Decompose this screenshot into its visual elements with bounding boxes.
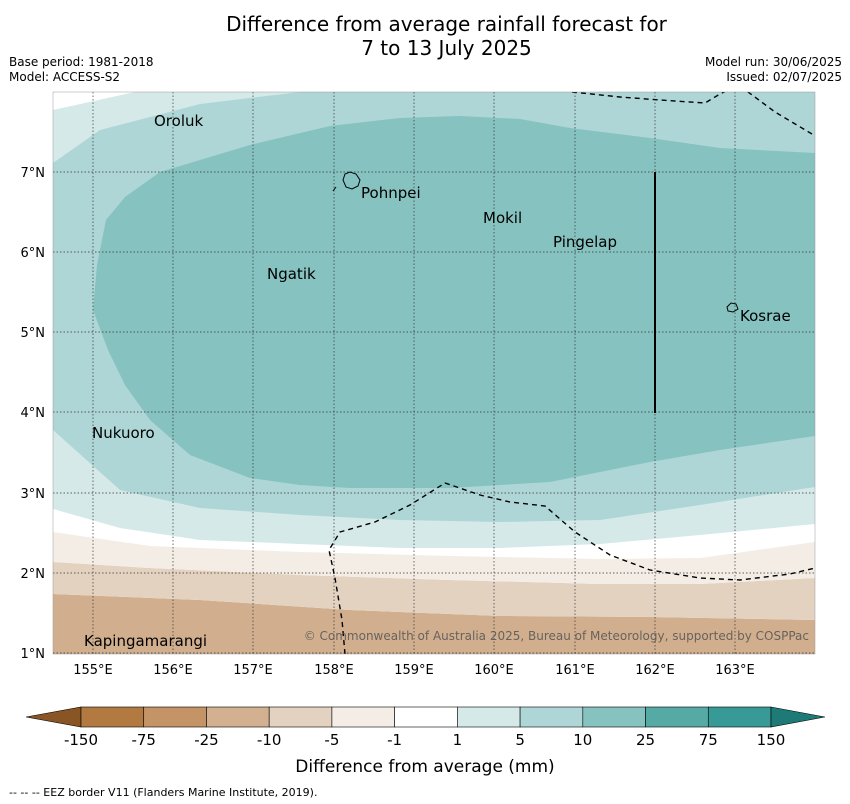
lon-label: 160°E [474, 663, 514, 678]
map-title: Difference from average rainfall forecas… [0, 12, 850, 60]
place-oroluk[interactable]: Oroluk [154, 112, 203, 130]
eez-legend-footer: -- -- -- EEZ border V11 (Flanders Marine… [9, 786, 318, 799]
model-name: Model: ACCESS-S2 [9, 70, 121, 84]
longitude-labels: 155°E 156°E 157°E 158°E 159°E 160°E 161°… [73, 663, 755, 678]
colorbar-tick-label: -25 [194, 731, 219, 749]
colorbar-title: Difference from average (mm) [295, 757, 554, 777]
issued-date: Issued: 02/07/2025 [726, 70, 842, 84]
island-pohnpei-outline[interactable] [342, 171, 361, 190]
colorbar-cells [80, 706, 772, 728]
colorbar-tick-label: -10 [257, 731, 282, 749]
band-dry-medium [53, 594, 815, 654]
lat-label: 1°N [21, 647, 46, 662]
lon-label: 157°E [233, 663, 273, 678]
colorbar-cell [143, 706, 207, 728]
lon-label: 156°E [153, 663, 193, 678]
colorbar-tick-label: -1 [387, 731, 402, 749]
map-plot-area[interactable]: Oroluk Pohnpei Mokil Pingelap Ngatik Kos… [53, 89, 815, 654]
colorbar-cell [707, 706, 772, 728]
lat-label: 2°N [21, 567, 46, 582]
meta-left: Base period: 1981-2018 Model: ACCESS-S2 [9, 55, 154, 85]
colorbar-tick-label: 25 [636, 731, 655, 749]
meta-right: Model run: 30/06/2025 Issued: 02/07/2025 [705, 55, 842, 85]
lon-label: 161°E [555, 663, 595, 678]
island-kosrae-outline[interactable] [726, 302, 739, 313]
eez-border-north [571, 92, 813, 135]
band-dry-faint [53, 532, 815, 584]
place-pingelap[interactable]: Pingelap [553, 233, 617, 251]
place-kosrae[interactable]: Kosrae [740, 307, 791, 325]
colorbar-cell [80, 706, 145, 728]
colorbar-tick-label: -5 [324, 731, 339, 749]
latitude-labels: 7°N 6°N 5°N 4°N 3°N 2°N 1°N [21, 166, 46, 662]
colorbar-arrow-right [770, 706, 826, 728]
colorbar-tick-label: 150 [757, 731, 786, 749]
colorbar-tick-label: -150 [64, 731, 98, 749]
lon-label: 158°E [314, 663, 354, 678]
lat-label: 4°N [21, 406, 46, 421]
lat-label: 3°N [21, 487, 46, 502]
band-dry-light [53, 562, 815, 620]
colorbar: -150 -75 -25 -10 -5 -1 1 5 10 25 75 150 Difference … [25, 706, 826, 777]
lon-label: 163°E [715, 663, 755, 678]
lon-label: 159°E [394, 663, 434, 678]
lon-label: 162°E [635, 663, 675, 678]
colorbar-cell [519, 706, 584, 728]
colorbar-cell [457, 706, 521, 728]
place-pohnpei[interactable]: Pohnpei [361, 184, 421, 202]
colorbar-cell [268, 706, 333, 728]
place-nukuoro[interactable]: Nukuoro [92, 424, 155, 442]
eez-border-south [328, 482, 815, 654]
islet-marker [332, 186, 337, 192]
map-frame [52, 91, 816, 655]
eez-borders [328, 92, 815, 654]
colorbar-cell [331, 706, 395, 728]
colorbar-tick-label: -75 [131, 731, 156, 749]
colorbar-tick-label: 5 [515, 731, 525, 749]
place-ngatik[interactable]: Ngatik [267, 265, 316, 283]
place-labels: Oroluk Pohnpei Mokil Pingelap Ngatik Kos… [84, 112, 791, 650]
colorbar-cell [645, 706, 709, 728]
colorbar-cell [394, 706, 458, 728]
band-wet-strong [93, 116, 815, 488]
colorbar-cell [582, 706, 646, 728]
colorbar-tick-labels: -150 -75 -25 -10 -5 -1 1 5 10 25 75 150 [64, 731, 785, 749]
colorbar-cell [206, 706, 270, 728]
model-run: Model run: 30/06/2025 [704, 55, 842, 69]
title-line-2: 7 to 13 July 2025 [361, 36, 532, 60]
lon-label: 155°E [73, 663, 113, 678]
copyright-notice: © Commonwealth of Australia 2025, Bureau… [304, 629, 809, 643]
lat-label: 7°N [21, 166, 46, 181]
title-line-1: Difference from average rainfall forecas… [226, 12, 667, 36]
colorbar-tick-label: 75 [699, 731, 718, 749]
lat-label: 6°N [21, 246, 46, 261]
place-kapingamarangi[interactable]: Kapingamarangi [84, 632, 207, 650]
colorbar-tick-label: 10 [573, 731, 592, 749]
colorbar-tick-label: 1 [453, 731, 463, 749]
lat-label: 5°N [21, 326, 46, 341]
base-period: Base period: 1981-2018 [9, 55, 154, 69]
colorbar-arrow-left [25, 706, 82, 728]
place-mokil[interactable]: Mokil [483, 209, 522, 227]
